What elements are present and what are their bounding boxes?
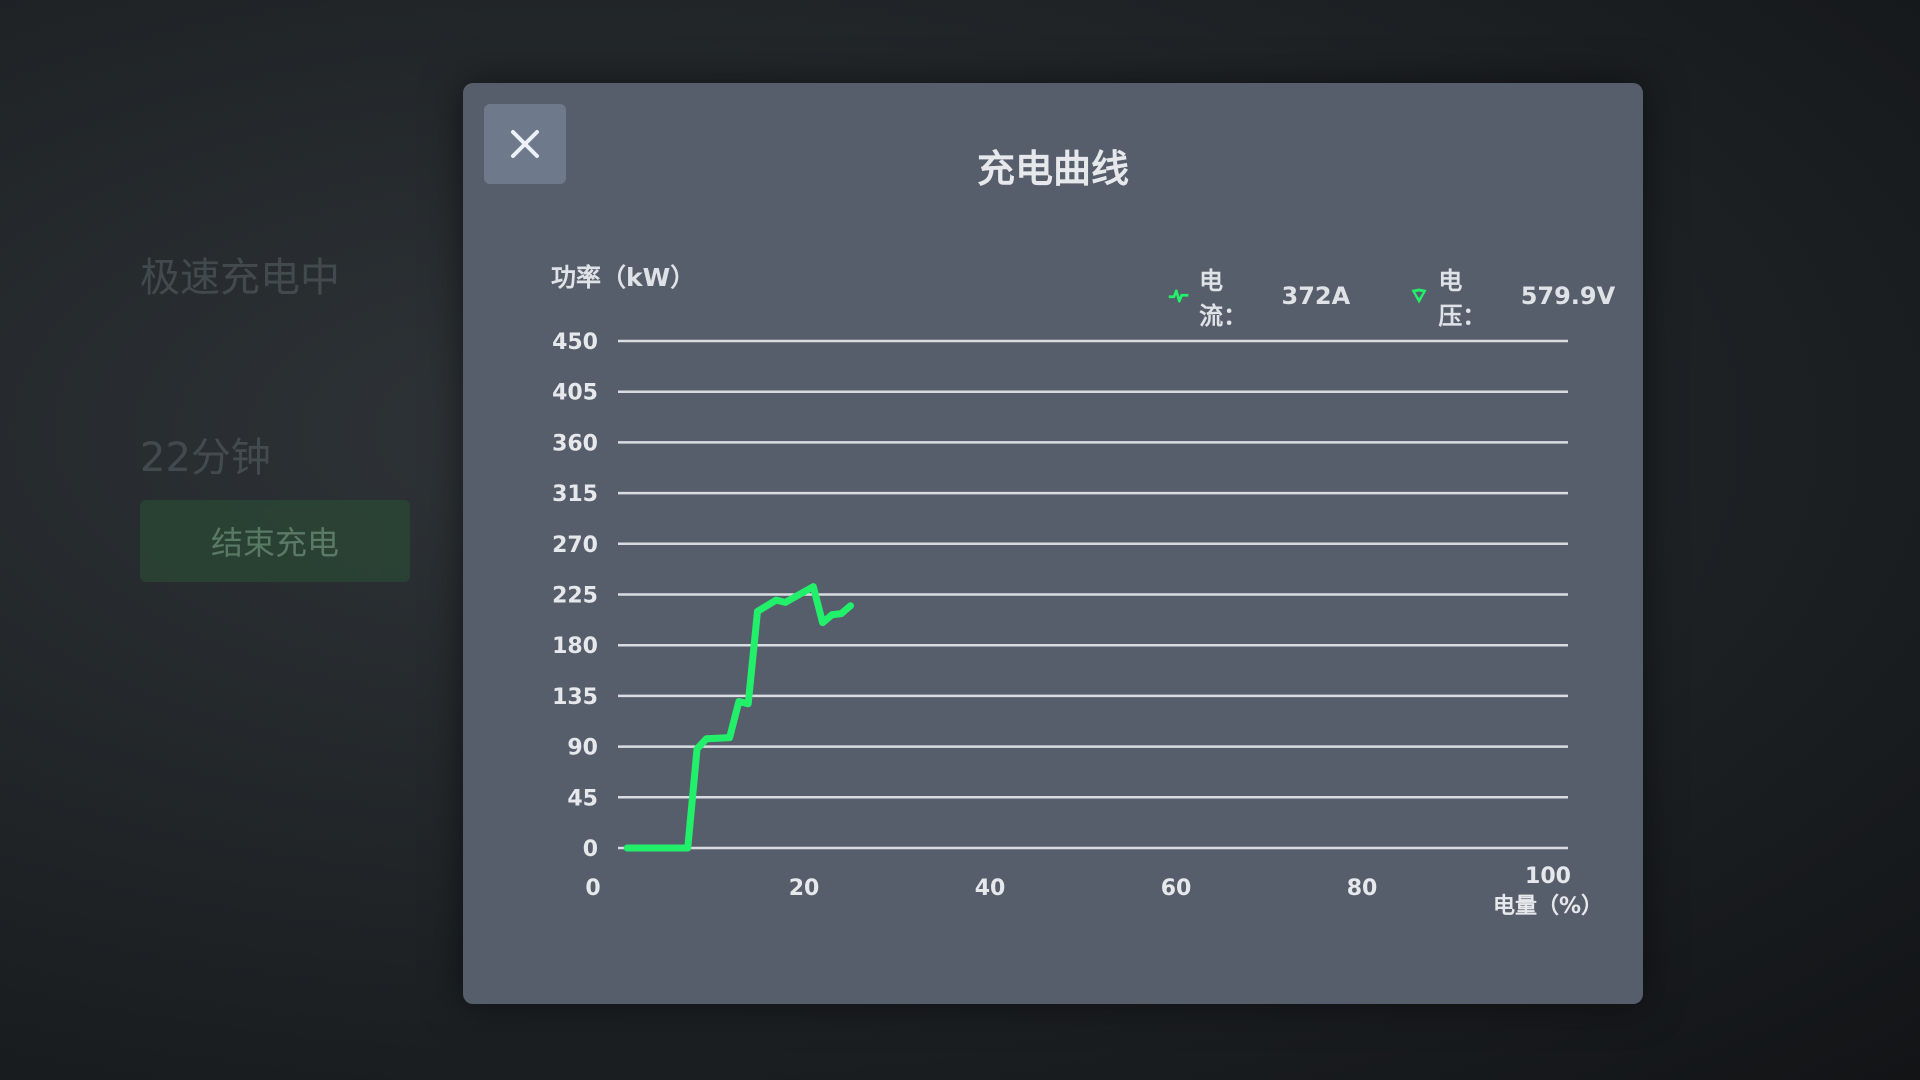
close-x-icon <box>511 130 539 158</box>
y-tick-label: 315 <box>552 482 598 507</box>
y-tick-label: 360 <box>552 431 598 456</box>
y-tick-label: 405 <box>552 381 598 406</box>
power-series-line <box>623 583 854 852</box>
y-axis-label: 功率（kW） <box>551 263 696 292</box>
charging-status-text: 极速充电中 <box>140 255 340 301</box>
x-axis-label: 电量（%） <box>1493 894 1603 919</box>
legend: 电流： 372A 电压： 579.9V <box>1168 261 1665 331</box>
voltage-value: 579.9V <box>1520 282 1616 310</box>
x-tick-label: 20 <box>789 876 820 901</box>
y-tick-label: 135 <box>552 685 598 710</box>
y-tick-label: 0 <box>583 837 598 862</box>
x-tick-label: 100 <box>1525 864 1571 889</box>
x-tick-label: 0 <box>585 876 600 901</box>
shield-icon <box>1411 288 1427 304</box>
end-charging-button[interactable]: 结束充电 <box>140 500 410 582</box>
power-chart: 0 45 90 135 180 225 270 315 360 405 450 0 20 40 60 80 1… <box>552 330 1603 919</box>
y-tick-label: 90 <box>567 736 598 761</box>
current-value: 372A <box>1281 282 1351 310</box>
y-tick-label: 225 <box>552 584 598 609</box>
close-button[interactable] <box>484 104 566 184</box>
x-tick-label: 40 <box>975 876 1006 901</box>
remaining-time-text: 22分钟 <box>140 435 271 481</box>
x-tick-label: 80 <box>1347 876 1378 901</box>
y-tick-label: 270 <box>552 533 598 558</box>
y-tick-label: 450 <box>552 330 598 355</box>
charging-curve-dialog: 充电曲线 功率（kW） 电流： 372A 电压： 579.9V 0 45 90 135… <box>463 83 1643 1004</box>
dialog-title: 充电曲线 <box>976 147 1129 191</box>
voltage-label: 电压： <box>1438 267 1487 330</box>
pulse-icon <box>1168 289 1189 303</box>
y-tick-label: 180 <box>552 634 598 659</box>
y-tick-label: 45 <box>567 786 598 811</box>
x-tick-label: 60 <box>1161 876 1192 901</box>
current-label: 电流： <box>1199 267 1248 330</box>
